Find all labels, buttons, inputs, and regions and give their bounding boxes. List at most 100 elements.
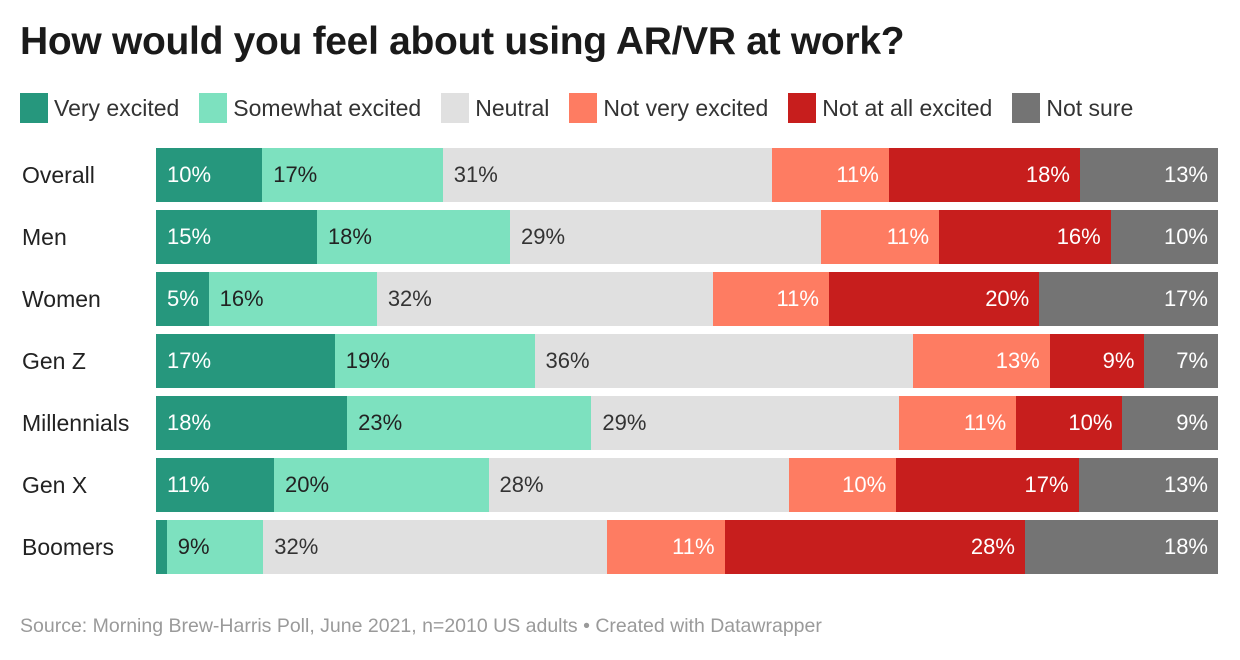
data-label: 16% <box>1056 224 1101 249</box>
data-label: 11% <box>776 286 819 311</box>
stacked-bar: 9% 32% 11% 28% 18% <box>156 520 1218 574</box>
stacked-bar: 15% 18% 29% 11% 16% 10% <box>156 210 1218 264</box>
category-label: Women <box>22 286 101 312</box>
data-label: 20% <box>285 472 330 497</box>
bar-segment-not-very-excited: 10% <box>788 458 897 512</box>
source-note: Source: Morning Brew-Harris Poll, June 2… <box>20 615 822 637</box>
legend-swatch <box>441 93 470 123</box>
data-label: 16% <box>219 286 264 311</box>
bar-segment-very-excited: 15% <box>156 210 317 264</box>
data-label: 32% <box>387 286 432 311</box>
bar-segment-not-sure: 9% <box>1122 396 1218 450</box>
bar-segment-very-excited: 5% <box>156 272 209 326</box>
bar-segment-somewhat-excited: 9% <box>166 520 264 574</box>
category-label: Millennials <box>22 410 130 436</box>
legend-item-neutral: Neutral <box>441 93 549 123</box>
category-label: Gen Z <box>22 348 86 374</box>
bar-segment-very-excited <box>156 520 167 574</box>
stacked-bar: 17% 19% 36% 13% 9% 7% <box>156 334 1218 388</box>
legend-swatch <box>788 93 817 123</box>
bar-segment-neutral: 36% <box>534 334 914 388</box>
legend-item-very-excited: Very excited <box>20 93 179 123</box>
data-label: 11% <box>963 410 1007 435</box>
bar-segment-not-very-excited: 11% <box>771 148 889 202</box>
bar-segment-very-excited: 10% <box>156 148 263 202</box>
data-label: 5% <box>167 286 199 311</box>
bar-segment-not-very-excited: 11% <box>713 272 829 326</box>
bar-segment-not-very-excited: 13% <box>913 334 1050 388</box>
legend-swatch <box>20 93 48 123</box>
legend-swatch <box>1012 93 1041 123</box>
bar-segment-not-at-all-excited: 9% <box>1049 334 1145 388</box>
bar-segment-somewhat-excited: 19% <box>334 334 535 388</box>
bar-segment-somewhat-excited: 18% <box>316 210 510 264</box>
category-label: Overall <box>22 162 95 188</box>
bar-segment-not-sure: 13% <box>1078 458 1218 512</box>
stacked-bar: 11% 20% 28% 10% 17% 13% <box>156 458 1218 512</box>
data-label: 20% <box>985 286 1030 311</box>
bar-segment-somewhat-excited: 23% <box>347 396 592 450</box>
legend-label: Somewhat excited <box>233 94 422 121</box>
bar-segment-not-very-excited: 11% <box>899 396 1017 450</box>
data-label: 13% <box>1163 162 1208 187</box>
legend-item-not-sure: Not sure <box>1012 93 1133 123</box>
data-label: 15% <box>167 224 212 249</box>
chart-title: How would you feel about using AR/VR at … <box>20 20 905 63</box>
data-label: 28% <box>499 472 544 497</box>
legend-label: Not at all excited <box>822 94 993 121</box>
category-label: Men <box>22 224 67 250</box>
legend-item-somewhat-excited: Somewhat excited <box>199 93 421 123</box>
data-label: 19% <box>345 348 390 373</box>
data-label: 11% <box>167 472 210 497</box>
bar-segment-very-excited: 18% <box>156 396 348 450</box>
data-label: 17% <box>273 162 318 187</box>
stacked-bar: 18% 23% 29% 11% 10% 9% <box>156 396 1218 450</box>
data-label: 31% <box>453 162 498 187</box>
bar-segment-not-at-all-excited: 18% <box>888 148 1080 202</box>
data-label: 10% <box>842 472 887 497</box>
legend-item-not-at-all-excited: Not at all excited <box>788 93 992 123</box>
data-label: 29% <box>521 224 566 249</box>
data-label: 10% <box>1068 410 1113 435</box>
bar-segment-neutral: 29% <box>591 396 900 450</box>
bar-segment-not-at-all-excited: 10% <box>1016 396 1123 450</box>
legend-item-not-very-excited: Not very excited <box>569 93 768 123</box>
data-label: 28% <box>970 534 1015 559</box>
stacked-bar: 10% 17% 31% 11% 18% 13% <box>156 148 1218 202</box>
legend-label: Neutral <box>475 94 550 121</box>
data-label: 29% <box>602 410 647 435</box>
bar-segment-not-sure: 17% <box>1039 272 1218 326</box>
bar-segment-not-at-all-excited: 20% <box>828 272 1040 326</box>
data-label: 18% <box>327 224 372 249</box>
data-label: 13% <box>995 348 1040 373</box>
bar-segment-not-at-all-excited: 17% <box>896 458 1079 512</box>
data-label: 9% <box>1102 348 1135 373</box>
bar-segment-not-sure: 18% <box>1024 520 1218 574</box>
data-label: 23% <box>358 410 403 435</box>
data-label: 11% <box>836 162 879 187</box>
bar-segment-not-sure: 10% <box>1110 210 1218 264</box>
bar-segment-neutral: 32% <box>263 520 607 574</box>
data-label: 10% <box>167 162 212 187</box>
legend: Very excited Somewhat excited Neutral Not v… <box>20 92 1153 124</box>
data-label: 32% <box>274 534 319 559</box>
legend-label: Not very excited <box>603 94 769 121</box>
data-label: 9% <box>1176 410 1208 435</box>
bar-segment-somewhat-excited: 20% <box>274 458 489 512</box>
bar-segment-neutral: 31% <box>442 148 772 202</box>
bar-segment-not-at-all-excited: 16% <box>939 210 1111 264</box>
data-label: 13% <box>1163 472 1208 497</box>
bar-segment-not-sure: 13% <box>1079 148 1218 202</box>
bar-segment-very-excited: 11% <box>156 458 274 512</box>
data-label: 17% <box>167 348 212 373</box>
bar-segment-not-at-all-excited: 28% <box>724 520 1025 574</box>
bar-segment-somewhat-excited: 17% <box>262 148 443 202</box>
data-label: 18% <box>167 410 212 435</box>
legend-label: Not sure <box>1046 94 1134 121</box>
data-label: 7% <box>1176 348 1208 373</box>
data-label: 17% <box>1163 286 1208 311</box>
category-label: Boomers <box>22 534 115 560</box>
data-label: 10% <box>1163 224 1208 249</box>
stacked-bar: 5% 16% 32% 11% 20% 17% <box>156 272 1218 326</box>
bar-segment-neutral: 29% <box>510 210 822 264</box>
